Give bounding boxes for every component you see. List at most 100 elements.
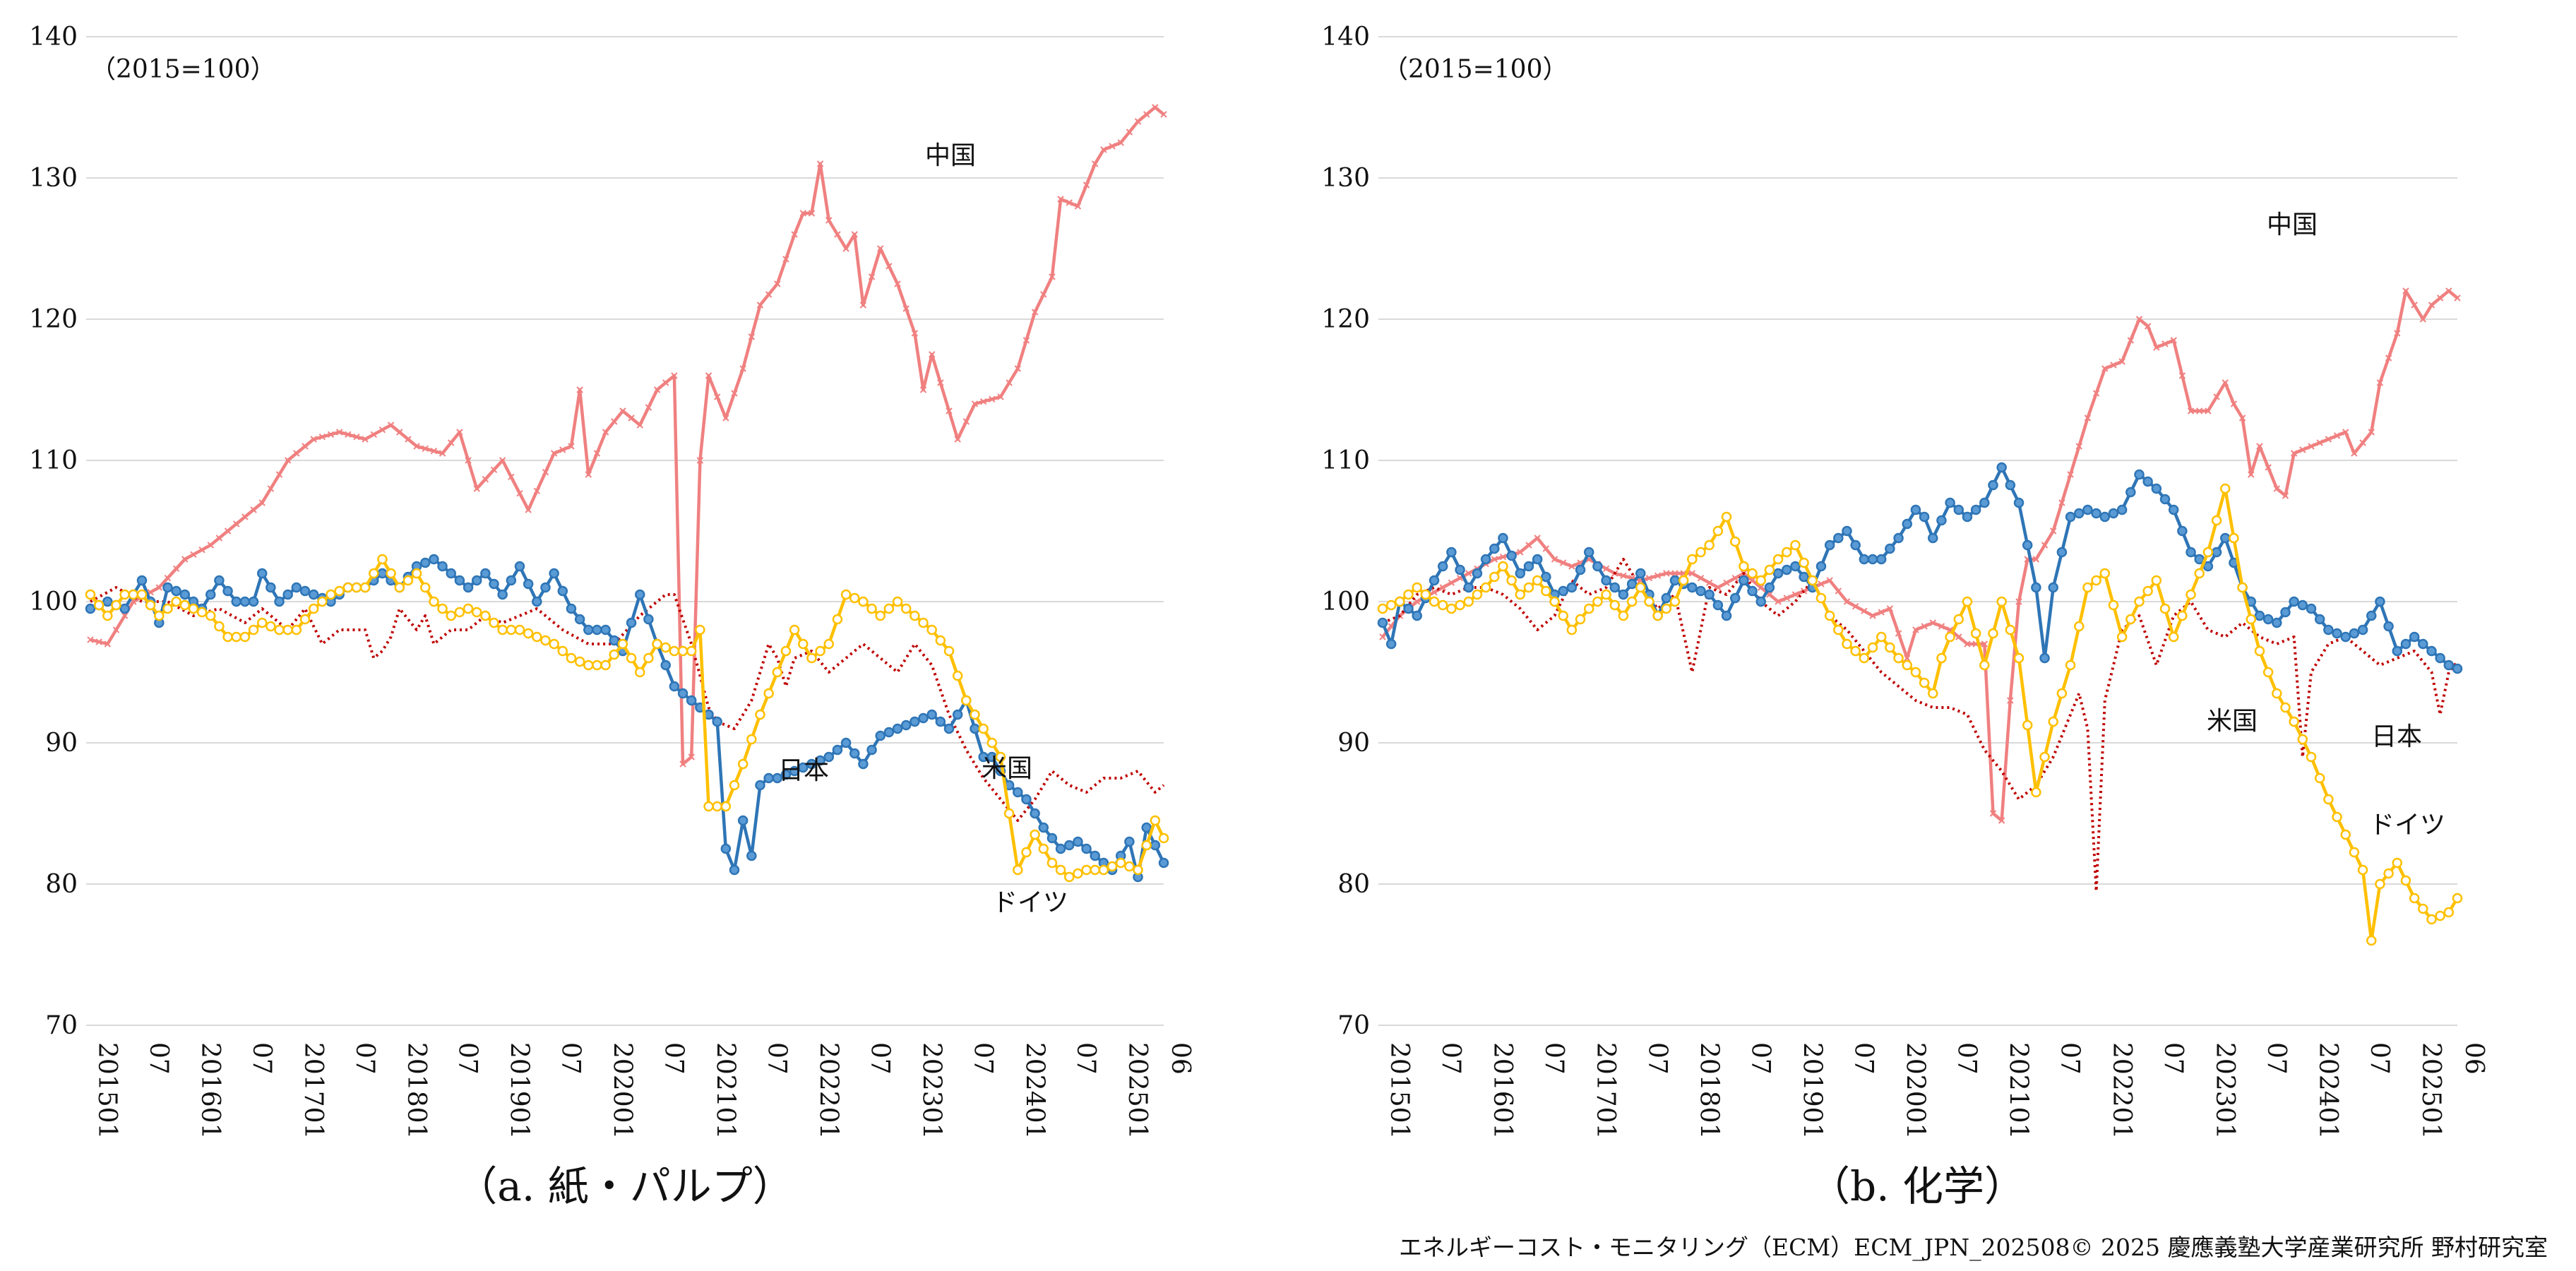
- data-point: [2048, 716, 2058, 727]
- data-point: [266, 582, 276, 593]
- x-tick-label: 07: [2365, 1042, 2394, 1075]
- data-point: [859, 302, 867, 309]
- data-point: [1150, 840, 1161, 851]
- data-point: [1006, 379, 1013, 386]
- data-point: [705, 372, 712, 379]
- data-point: [2248, 471, 2255, 478]
- data-point: [849, 748, 860, 759]
- data-point: [1592, 561, 1603, 572]
- data-point: [1092, 160, 1099, 167]
- data-point: [1081, 843, 1092, 854]
- x-tick-label: 07: [556, 1042, 585, 1075]
- data-point: [1038, 822, 1049, 833]
- data-point: [2385, 354, 2392, 362]
- data-point: [926, 624, 937, 636]
- data-point: [989, 395, 996, 403]
- data-point: [2400, 875, 2411, 886]
- data-point: [394, 582, 405, 593]
- data-point: [2452, 663, 2463, 674]
- data-point: [179, 599, 191, 611]
- data-point: [1379, 633, 1386, 640]
- data-point: [1446, 547, 1457, 558]
- data-point: [2411, 302, 2418, 309]
- data-point: [2159, 603, 2171, 614]
- data-point: [489, 617, 499, 628]
- data-point: [2435, 652, 2445, 664]
- x-tick-label: 201901: [1797, 1042, 1826, 1139]
- data-point: [2099, 511, 2111, 523]
- data-point: [1523, 582, 1534, 593]
- data-point: [2211, 515, 2222, 526]
- x-tick-label: 07: [2262, 1042, 2291, 1075]
- data-point: [677, 688, 688, 699]
- data-point: [2332, 628, 2342, 639]
- data-point: [756, 302, 764, 309]
- data-point: [1962, 511, 1973, 523]
- data-point: [731, 390, 738, 397]
- data-point: [669, 681, 680, 692]
- data-point: [2237, 582, 2248, 593]
- data-point: [162, 582, 173, 593]
- data-point: [679, 760, 686, 768]
- data-point: [1437, 561, 1448, 572]
- data-point: [1850, 645, 1861, 657]
- data-point: [299, 614, 311, 625]
- data-point: [256, 617, 268, 628]
- data-point: [2153, 344, 2160, 351]
- data-point: [1160, 111, 1167, 118]
- series-label: 日本: [2371, 722, 2422, 751]
- data-point: [2342, 429, 2349, 436]
- data-point: [937, 379, 944, 386]
- data-point: [1861, 607, 1868, 615]
- data-point: [145, 599, 156, 611]
- series-line-ドイツ: [89, 557, 1166, 879]
- data-point: [112, 626, 120, 633]
- data-point: [1541, 585, 1551, 597]
- data-point: [1723, 579, 1730, 587]
- data-point: [1678, 575, 1689, 586]
- data-point: [1661, 592, 1672, 604]
- data-point: [1489, 571, 1500, 583]
- data-point: [514, 561, 525, 572]
- data-point: [1807, 575, 1818, 586]
- data-point: [1772, 554, 1784, 565]
- series-line-中国: [90, 105, 1165, 766]
- data-point: [2265, 464, 2272, 471]
- data-point: [1953, 614, 1964, 625]
- data-point: [2186, 547, 2196, 558]
- data-point: [2392, 645, 2403, 657]
- data-point: [525, 506, 532, 513]
- data-point: [327, 431, 335, 438]
- data-point: [1755, 596, 1766, 607]
- data-point: [1532, 575, 1543, 586]
- data-point: [1021, 794, 1032, 805]
- data-point: [1704, 589, 1715, 600]
- data-point: [2262, 667, 2274, 678]
- data-point: [1126, 129, 1133, 136]
- data-point: [739, 365, 746, 372]
- data-point: [533, 487, 541, 495]
- data-point: [1876, 554, 1887, 565]
- data-point: [1938, 623, 1945, 630]
- data-point: [1936, 515, 1947, 526]
- data-point: [1412, 582, 1422, 593]
- data-point: [600, 624, 611, 636]
- data-point: [568, 443, 575, 450]
- data-point: [1835, 587, 1842, 595]
- data-point: [2254, 610, 2265, 621]
- y-tick-label: 110: [1321, 446, 1370, 475]
- data-point: [1013, 787, 1023, 798]
- data-point: [2013, 497, 2025, 508]
- data-point: [1645, 574, 1653, 582]
- data-point: [1852, 602, 1859, 610]
- data-point: [2075, 443, 2082, 450]
- data-point: [2056, 688, 2068, 699]
- data-point: [1031, 309, 1039, 316]
- y-tick-label: 130: [1321, 164, 1370, 193]
- data-point: [119, 603, 130, 614]
- data-point: [1117, 139, 1124, 146]
- data-point: [1601, 575, 1611, 586]
- data-point: [834, 231, 841, 238]
- data-point: [2084, 414, 2092, 422]
- data-point: [499, 457, 506, 464]
